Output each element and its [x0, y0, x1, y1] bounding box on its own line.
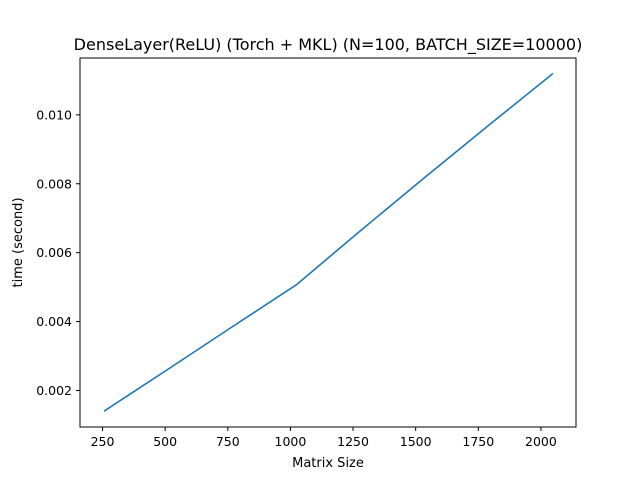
series-line	[103, 72, 554, 412]
chart-title: DenseLayer(ReLU) (Torch + MKL) (N=100, B…	[74, 35, 583, 55]
x-axis-label: Matrix Size	[292, 456, 364, 471]
x-tick-label: 2000	[525, 434, 557, 449]
x-tick-label: 1250	[337, 434, 369, 449]
y-tick-label: 0.008	[36, 176, 72, 191]
y-tick-label: 0.006	[36, 245, 72, 260]
x-axis-ticks: 250 500 750 1000 1250 1500 1750 2000	[91, 427, 557, 449]
y-tick-label: 0.002	[36, 383, 72, 398]
x-tick-label: 1000	[275, 434, 307, 449]
y-tick-label: 0.004	[36, 314, 72, 329]
axes-frame	[79, 57, 577, 428]
x-tick-label: 500	[153, 434, 177, 449]
x-tick-label: 1750	[462, 434, 494, 449]
x-tick-label: 250	[91, 434, 115, 449]
x-tick-label: 750	[216, 434, 240, 449]
y-axis-ticks: 0.002 0.004 0.006 0.008 0.010	[36, 107, 80, 398]
y-axis-label: time (second)	[11, 197, 26, 287]
x-tick-label: 1500	[400, 434, 432, 449]
plot-area	[103, 72, 554, 412]
y-tick-label: 0.010	[36, 107, 72, 122]
